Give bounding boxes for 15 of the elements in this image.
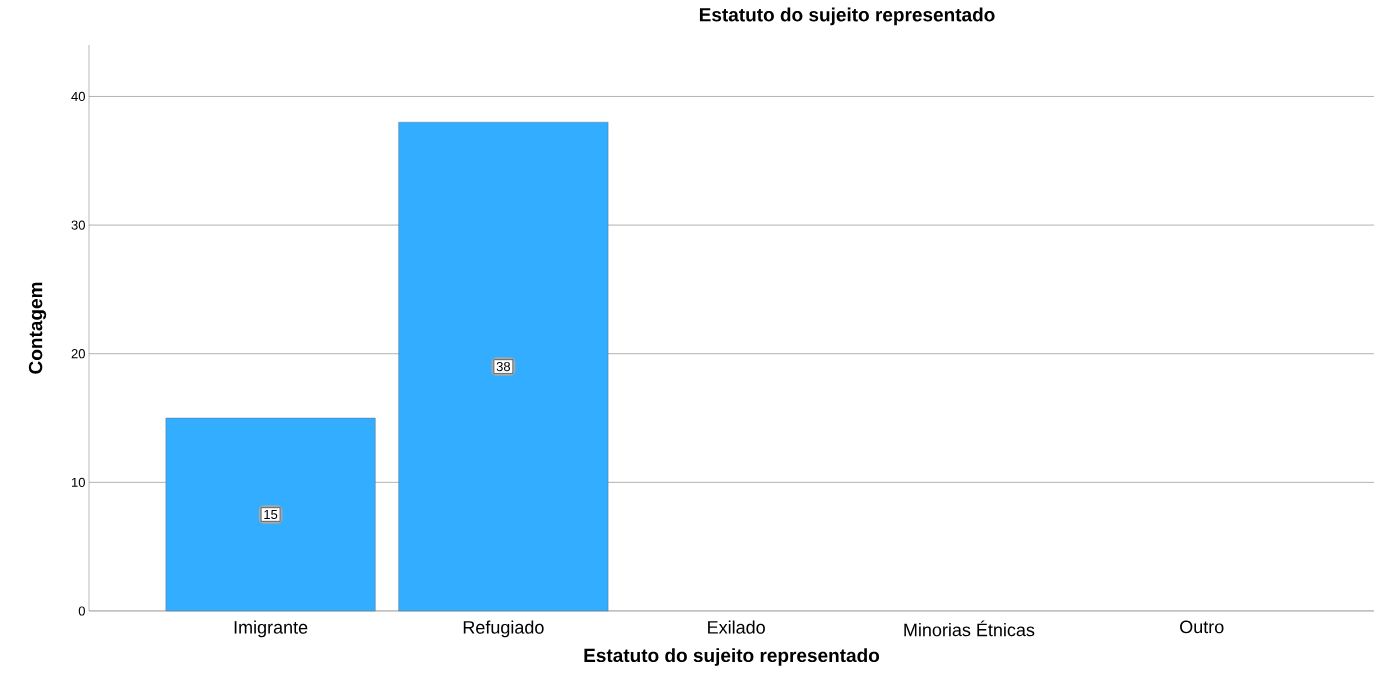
y-axis-title: Contagem — [28, 282, 47, 374]
chart-title: Estatuto do sujeito representado — [699, 7, 995, 26]
x-tick-label: Outro — [1180, 620, 1224, 634]
data-label: 15 — [264, 509, 278, 520]
y-tick-label: 10 — [72, 477, 85, 487]
x-axis-title: Estatuto do sujeito representado — [584, 648, 880, 666]
x-tick-label: Exilado — [708, 620, 765, 634]
x-tick-label: Imigrante — [234, 620, 308, 638]
y-tick-label: 20 — [71, 349, 85, 359]
y-tick-label: 0 — [78, 606, 85, 616]
x-tick-label: Refugiado — [463, 620, 544, 638]
y-tick-label: 30 — [71, 220, 85, 230]
data-label: 38 — [496, 361, 511, 372]
y-tick-label: 40 — [71, 91, 85, 102]
x-tick-label: Minorias Étnicas — [904, 620, 1035, 637]
